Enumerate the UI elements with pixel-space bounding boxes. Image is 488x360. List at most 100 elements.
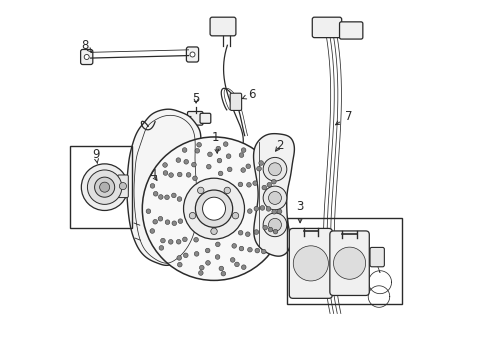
Circle shape [165,220,169,225]
Circle shape [333,247,365,279]
Circle shape [177,256,181,260]
Circle shape [168,239,173,244]
FancyBboxPatch shape [312,17,341,38]
Circle shape [277,209,282,214]
Circle shape [177,172,182,177]
Circle shape [232,212,238,219]
Circle shape [247,209,252,213]
Circle shape [254,248,259,253]
Circle shape [207,152,212,157]
Circle shape [94,177,115,197]
Circle shape [164,195,169,199]
Circle shape [273,229,277,234]
Circle shape [238,230,243,235]
Circle shape [159,246,163,250]
Circle shape [84,54,89,59]
Circle shape [153,219,157,224]
Circle shape [265,207,270,211]
Circle shape [196,143,201,147]
Circle shape [219,266,223,271]
Circle shape [268,192,281,204]
Circle shape [245,164,250,168]
Circle shape [153,192,158,196]
Circle shape [271,179,276,184]
Circle shape [189,212,195,219]
FancyBboxPatch shape [339,22,362,39]
Circle shape [226,154,230,158]
Circle shape [183,178,244,239]
Circle shape [142,137,285,280]
Text: 2: 2 [275,139,283,152]
Circle shape [182,237,187,242]
Circle shape [195,148,199,153]
Circle shape [263,157,286,181]
FancyBboxPatch shape [187,112,203,125]
Circle shape [150,229,154,233]
Circle shape [198,271,203,275]
Polygon shape [126,109,202,265]
Circle shape [191,162,196,167]
Circle shape [253,206,258,211]
Text: 7: 7 [335,110,351,125]
Text: 5: 5 [192,92,200,105]
Circle shape [146,209,150,213]
Circle shape [206,165,211,169]
Circle shape [268,163,281,176]
Circle shape [100,182,109,192]
Circle shape [183,159,188,164]
Circle shape [260,206,264,210]
Circle shape [163,163,167,167]
Circle shape [230,257,235,262]
Circle shape [150,184,155,188]
Circle shape [216,146,220,151]
Circle shape [262,225,267,230]
Circle shape [241,265,245,270]
Circle shape [245,232,249,237]
Circle shape [177,197,182,201]
Circle shape [223,142,227,147]
Circle shape [195,190,232,227]
Circle shape [205,261,210,265]
Polygon shape [253,134,294,256]
Circle shape [246,183,251,187]
Circle shape [239,153,244,157]
Circle shape [193,237,198,242]
FancyBboxPatch shape [230,93,241,111]
Circle shape [231,244,236,248]
Circle shape [176,158,181,162]
Circle shape [158,195,163,199]
Circle shape [241,148,245,152]
Circle shape [160,238,165,243]
Circle shape [177,262,182,267]
Circle shape [241,168,245,172]
Circle shape [205,248,209,253]
Circle shape [190,52,195,57]
Circle shape [266,183,271,187]
Circle shape [183,253,188,258]
Circle shape [224,187,230,194]
Circle shape [172,221,176,226]
Circle shape [258,161,263,165]
Circle shape [218,171,223,176]
Circle shape [215,255,220,259]
Circle shape [163,171,167,175]
Circle shape [268,219,281,231]
Circle shape [252,181,257,185]
FancyBboxPatch shape [173,113,182,125]
Text: 3: 3 [296,201,303,223]
Circle shape [199,265,203,270]
Circle shape [247,247,252,252]
Circle shape [262,185,266,190]
Circle shape [210,228,217,234]
FancyBboxPatch shape [200,113,210,123]
Circle shape [194,252,199,256]
Bar [286,218,402,304]
Circle shape [221,271,225,276]
Circle shape [171,193,176,198]
Circle shape [256,166,261,171]
Circle shape [263,186,286,210]
Circle shape [293,246,328,281]
Circle shape [81,164,128,211]
Circle shape [263,213,286,237]
Circle shape [217,158,222,163]
